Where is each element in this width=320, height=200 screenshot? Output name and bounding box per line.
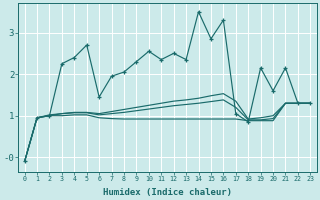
X-axis label: Humidex (Indice chaleur): Humidex (Indice chaleur) (103, 188, 232, 197)
